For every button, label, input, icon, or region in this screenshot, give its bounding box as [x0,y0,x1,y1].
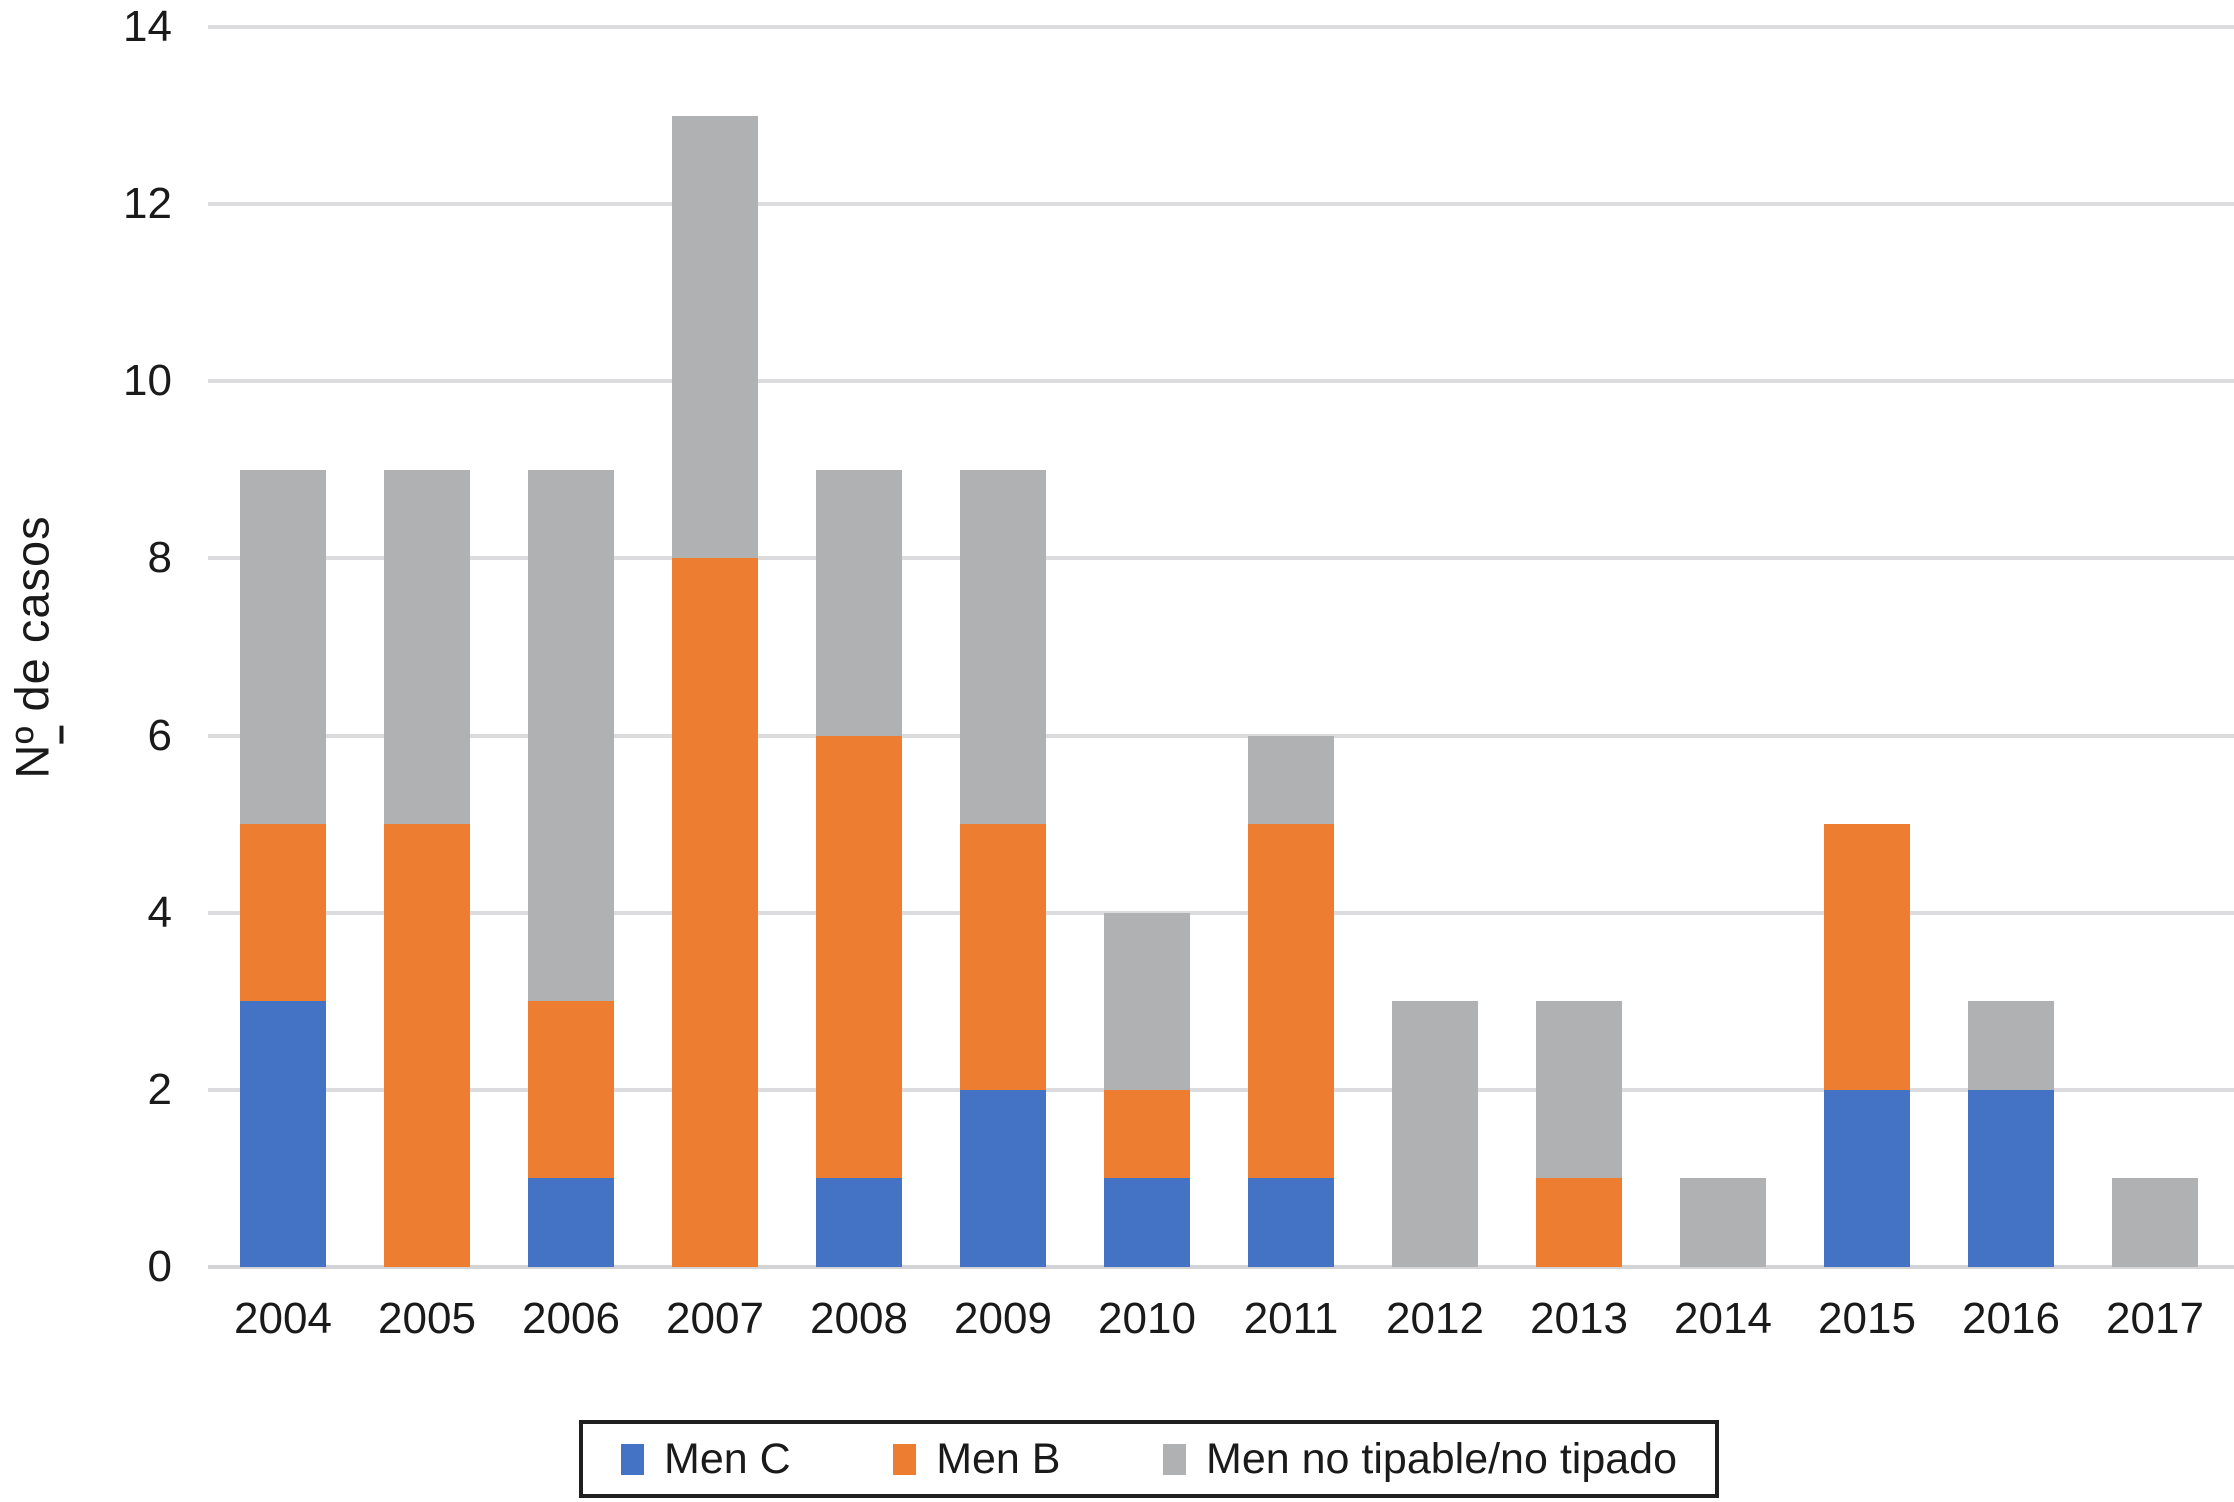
legend: Men C Men B Men no tipable/no tipado [579,1420,1719,1498]
bar-segment-2013-men-no-tipable-no-tipado [1536,1001,1622,1179]
bar-segment-2016-men-no-tipable-no-tipado [1968,1001,2054,1090]
y-axis-tick-labels: 0 2 4 6 8 10 12 14 [0,5,172,1289]
bar-2009 [960,27,1046,1267]
bar-segment-2011-men-c [1248,1178,1334,1267]
bar-segment-2017-men-no-tipable-no-tipado [2112,1178,2198,1267]
x-axis-tick-labels: 2004 2005 2006 2007 2008 2009 2010 2011 2012 2013… [208,1297,2234,1357]
gridline-y-2 [208,1087,2234,1092]
x-tick-label-2009: 2009 [954,1294,1052,1343]
x-tick-label-2004: 2004 [234,1294,332,1343]
bar-segment-2009-men-no-tipable-no-tipado [960,469,1046,825]
legend-item-men-no-tipable-no-tipado: Men no tipable/no tipado [1163,1434,1677,1483]
gridline-y-4 [208,910,2234,915]
bar-segment-2010-men-no-tipable-no-tipado [1104,912,1190,1090]
x-tick-label-2012: 2012 [1386,1294,1484,1343]
bar-segment-2014-men-no-tipable-no-tipado [1680,1178,1766,1267]
y-tick-label-10: 10 [123,356,172,406]
bar-2005 [384,27,470,1267]
bar-2013 [1536,27,1622,1267]
gridline-y-0 [208,1265,2234,1269]
x-tick-label-2014: 2014 [1674,1294,1772,1343]
bar-segment-2013-men-b [1536,1178,1622,1267]
bar-segment-2015-men-b [1824,824,1910,1090]
bar-2015 [1824,27,1910,1267]
bar-2010 [1104,27,1190,1267]
gridline-y-14 [208,25,2234,29]
bar-segment-2008-men-b [816,735,902,1179]
gridline-y-12 [208,202,2234,207]
y-tick-label-14: 14 [123,2,172,51]
x-tick-label-2010: 2010 [1098,1294,1196,1343]
bar-2007 [672,27,758,1267]
y-tick-label-8: 8 [147,533,172,583]
legend-label-men-b: Men B [936,1434,1061,1483]
bar-2016 [1968,27,2054,1267]
bar-2012 [1392,27,1478,1267]
y-tick-label-6: 6 [147,710,172,760]
bar-2017 [2112,27,2198,1267]
bar-segment-2007-men-no-tipable-no-tipado [672,115,758,559]
plot-area [208,25,2234,1269]
gridline-y-6 [208,733,2234,738]
x-tick-label-2013: 2013 [1530,1294,1628,1343]
bar-segment-2006-men-b [528,1001,614,1179]
bar-2004 [240,27,326,1267]
bar-segment-2010-men-b [1104,1089,1190,1179]
bar-segment-2016-men-c [1968,1089,2054,1267]
bar-segment-2010-men-c [1104,1178,1190,1267]
legend-marker-icon-men-b [893,1443,917,1475]
bar-segment-2009-men-c [960,1089,1046,1267]
bar-segment-2006-men-no-tipable-no-tipado [528,469,614,1002]
bar-segment-2004-men-b [240,824,326,1002]
x-tick-label-2015: 2015 [1818,1294,1916,1343]
bar-segment-2009-men-b [960,824,1046,1090]
bar-segment-2007-men-b [672,558,758,1267]
gridline-y-10 [208,379,2234,384]
legend-label-men-c: Men C [664,1434,791,1483]
bar-segment-2011-men-b [1248,824,1334,1179]
x-tick-label-2011: 2011 [1243,1294,1339,1343]
legend-label-men-no-tipable-no-tipado: Men no tipable/no tipado [1206,1434,1677,1483]
legend-item-men-c: Men C [621,1434,791,1483]
bar-segment-2011-men-no-tipable-no-tipado [1248,735,1334,825]
legend-marker-icon-men-no-tipable-no-tipado [1163,1443,1187,1475]
x-tick-label-2008: 2008 [810,1294,908,1343]
bar-2014 [1680,27,1766,1267]
y-tick-label-4: 4 [147,887,172,937]
x-tick-label-2016: 2016 [1962,1294,2060,1343]
gridline-y-8 [208,556,2234,561]
bar-segment-2012-men-no-tipable-no-tipado [1392,1001,1478,1267]
bar-segment-2004-men-no-tipable-no-tipado [240,469,326,825]
x-tick-label-2017: 2017 [2106,1294,2204,1343]
bar-2008 [816,27,902,1267]
bar-segment-2005-men-b [384,824,470,1267]
bar-segment-2015-men-c [1824,1089,1910,1267]
y-tick-label-0: 0 [147,1242,172,1291]
legend-item-men-b: Men B [893,1434,1061,1483]
x-tick-label-2006: 2006 [522,1294,620,1343]
bar-segment-2006-men-c [528,1178,614,1267]
bar-segment-2008-men-no-tipable-no-tipado [816,469,902,736]
bar-segment-2008-men-c [816,1178,902,1267]
y-tick-label-12: 12 [123,179,172,229]
bar-2006 [528,27,614,1267]
x-tick-label-2005: 2005 [378,1294,476,1343]
bar-segment-2005-men-no-tipable-no-tipado [384,469,470,825]
bar-2011 [1248,27,1334,1267]
x-tick-label-2007: 2007 [666,1294,764,1343]
legend-marker-icon-men-c [621,1443,644,1475]
y-tick-label-2: 2 [147,1064,172,1114]
bar-segment-2004-men-c [240,1001,326,1267]
